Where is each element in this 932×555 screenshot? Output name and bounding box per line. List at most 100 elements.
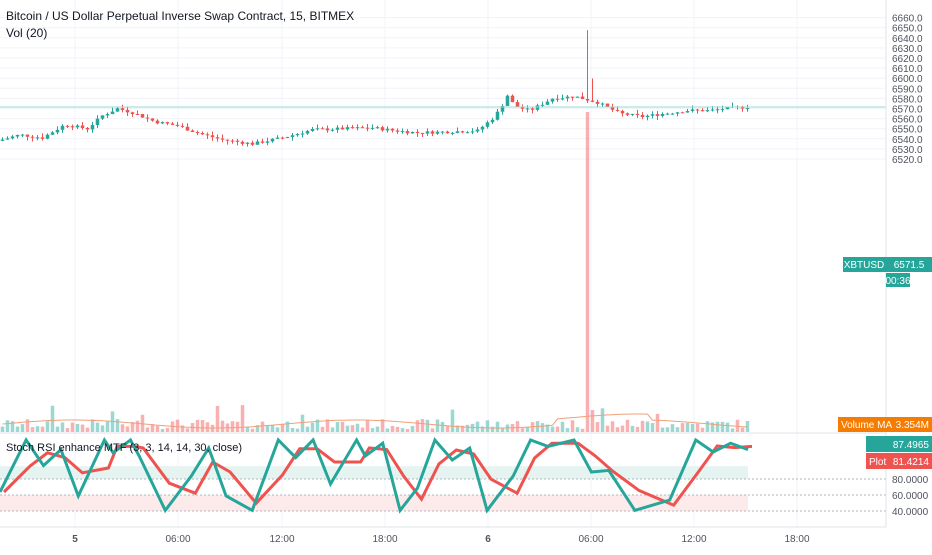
volume-bar: [280, 423, 285, 432]
price-tick-label: 6610.0: [892, 64, 923, 75]
volume-bars: [0, 112, 750, 432]
candle-body: [275, 137, 280, 139]
candle-body: [680, 112, 685, 114]
candle-body: [710, 109, 715, 111]
volume-bar: [610, 421, 615, 432]
volume-bar: [30, 427, 35, 432]
stoch-axis[interactable]: 80.0000 60.0000 40.0000: [892, 475, 929, 518]
volume-bar: [615, 427, 620, 432]
candle-body: [295, 134, 300, 136]
candle-body: [205, 134, 210, 136]
time-tick-label: 12:00: [681, 534, 706, 545]
volume-bar: [100, 425, 105, 432]
candle-body: [355, 127, 360, 129]
volume-bar: [560, 421, 565, 432]
candle-body: [110, 111, 115, 115]
price-axis[interactable]: 6660.06650.06640.06630.06620.06610.06600…: [892, 14, 923, 166]
volume-bar: [540, 423, 545, 432]
volume-bar: [425, 419, 430, 432]
volume-bar: [650, 423, 655, 432]
candle-body: [310, 129, 315, 131]
candle-body: [440, 131, 445, 133]
volume-bar: [360, 427, 365, 432]
volume-bar: [660, 427, 665, 432]
volume-bar: [325, 419, 330, 432]
candle-body: [370, 127, 375, 129]
candle-body: [0, 139, 5, 141]
candle-body: [740, 106, 745, 109]
volume-bar: [730, 428, 735, 432]
stoch-background-bands: [0, 466, 886, 512]
candle-body: [420, 132, 425, 134]
volume-bar: [455, 425, 460, 432]
price-tick-label: 6590.0: [892, 84, 923, 95]
price-tick-label: 6580.0: [892, 94, 923, 105]
volume-bar: [695, 423, 700, 432]
candle-body: [365, 127, 370, 129]
stoch-upper-band: [0, 466, 748, 479]
candle-body: [705, 110, 710, 112]
candle-body: [130, 112, 135, 114]
candle-body: [565, 96, 570, 99]
volume-bar: [340, 421, 345, 432]
stoch-tick-label: 60.0000: [892, 491, 929, 502]
candle-body: [190, 130, 195, 133]
volume-bar: [15, 426, 20, 432]
candle-body: [70, 126, 75, 128]
volume-bar: [410, 425, 415, 432]
volume-bar: [90, 419, 95, 432]
volume-bar: [545, 424, 550, 432]
volume-bar: [5, 420, 10, 432]
candle-body: [685, 111, 690, 113]
candle-body: [80, 125, 85, 128]
volume-bar: [470, 423, 475, 432]
volume-bar: [140, 414, 145, 432]
candle-body: [105, 114, 110, 116]
candle-body: [515, 102, 520, 108]
volume-label: Vol (20): [6, 26, 47, 40]
volume-bar: [715, 421, 720, 432]
volume-bar: [315, 419, 320, 432]
stoch-lower-band: [0, 495, 748, 511]
candle-body: [510, 95, 515, 103]
candle-body: [255, 141, 260, 145]
volume-bar: [580, 428, 585, 432]
candle-body: [185, 126, 190, 131]
volume-bar: [400, 428, 405, 432]
time-axis[interactable]: 5 06:00 12:00 18:00 6 06:00 12:00 18:00: [72, 534, 810, 545]
volume-bar: [125, 426, 130, 432]
candle-body: [25, 134, 30, 137]
svg-text:81.4214: 81.4214: [893, 457, 930, 468]
candle-body: [745, 108, 750, 110]
volume-bar: [335, 421, 340, 432]
volume-bar: [310, 422, 315, 432]
price-tick-label: 6540.0: [892, 135, 923, 146]
volume-bar: [0, 426, 5, 432]
candle-body: [655, 114, 660, 116]
candle-body: [5, 138, 10, 140]
stoch-tick-label: 80.0000: [892, 475, 929, 486]
candle-body: [410, 131, 415, 134]
volume-bar: [70, 422, 75, 432]
candle-body: [65, 125, 70, 127]
volume-bar: [565, 428, 570, 432]
candle-body: [375, 127, 380, 129]
volume-bar: [150, 424, 155, 432]
candle-body: [260, 141, 265, 143]
candle-body: [415, 131, 420, 133]
candle-body: [495, 111, 500, 120]
volume-bar: [705, 421, 710, 432]
candle-body: [585, 99, 590, 101]
volume-bar: [165, 427, 170, 432]
volume-bar: [380, 419, 385, 432]
volume-bar: [440, 421, 445, 432]
volume-bar: [630, 425, 635, 432]
price-tick-label: 6560.0: [892, 115, 923, 126]
volume-bar: [525, 426, 530, 432]
candle-body: [95, 118, 100, 126]
volume-bar: [105, 421, 110, 432]
symbol-badge: XBTUSD: [843, 257, 886, 272]
stoch-k-line: [0, 436, 749, 514]
